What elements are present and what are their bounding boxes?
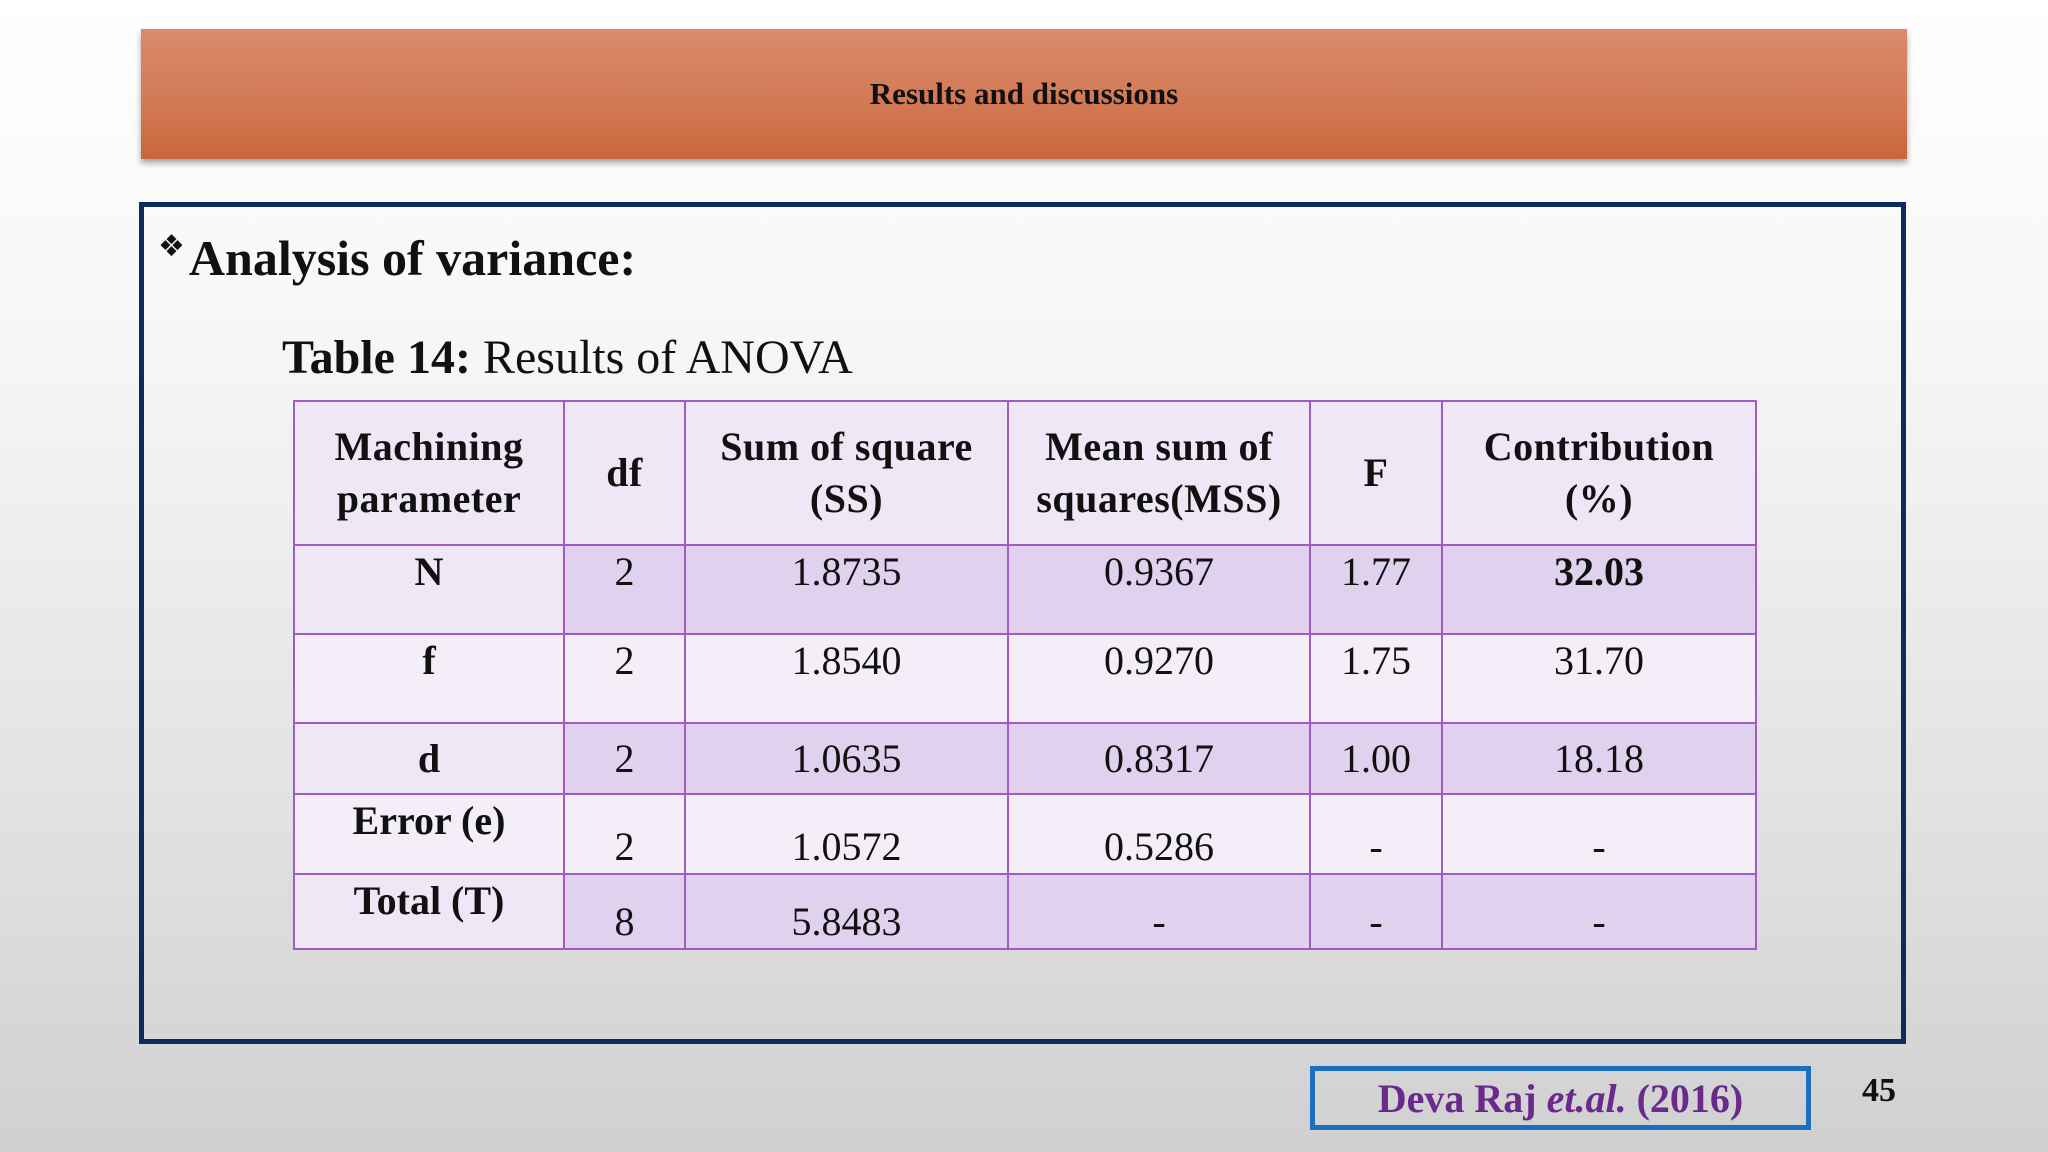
cell-ss: 1.0572 [684,793,1009,875]
cell-mss: 0.8317 [1007,722,1311,795]
cell-df: 2 [563,722,686,795]
cell-f: 1.77 [1309,544,1443,635]
column-header-contribution: Contribution (%) [1441,400,1757,546]
cell-contribution: - [1441,793,1757,875]
anova-table: Machining parameter df Sum of square (SS… [293,400,1757,950]
table-caption-text: Results of ANOVA [470,331,853,384]
content-frame [139,202,1906,1044]
column-header-df: df [563,400,686,546]
slide-title: Results and discussions [869,76,1179,111]
column-header-f: F [1309,400,1443,546]
cell-f: - [1309,873,1443,950]
cell-parameter: d [293,722,565,795]
column-header-ss: Sum of square (SS) [684,400,1009,546]
cell-df: 2 [563,633,686,724]
cell-mss: 0.9270 [1007,633,1311,724]
table-row: f 2 1.8540 0.9270 1.75 31.70 [293,633,1757,724]
cell-parameter: Error (e) [293,793,565,875]
table-row: N 2 1.8735 0.9367 1.77 32.03 [293,544,1757,635]
table-row: d 2 1.0635 0.8317 1.00 18.18 [293,722,1757,795]
cell-f: 1.75 [1309,633,1443,724]
cell-df: 8 [563,873,686,950]
cell-ss: 1.8540 [684,633,1009,724]
table-caption-label: Table 14: [282,331,471,384]
column-header-mss: Mean sum of squares(MSS) [1007,400,1311,546]
citation-year: (2016) [1636,1075,1744,1121]
cell-mss: 0.9367 [1007,544,1311,635]
citation-box: Deva Raj et.al. (2016) [1310,1066,1811,1130]
cell-mss: - [1007,873,1311,950]
header-banner: Results and discussions [141,29,1907,159]
section-heading: ❖ Analysis of variance: [158,226,636,290]
citation-etal: et.al. [1546,1075,1627,1121]
cell-f: 1.00 [1309,722,1443,795]
table-caption: Table 14: Results of ANOVA [282,328,853,388]
cell-parameter: N [293,544,565,635]
cell-contribution: - [1441,873,1757,950]
cell-parameter: f [293,633,565,724]
table-header-row: Machining parameter df Sum of square (SS… [293,400,1757,546]
cell-ss: 1.0635 [684,722,1009,795]
cell-contribution: 18.18 [1441,722,1757,795]
table-row: Total (T) 8 5.8483 - - - [293,873,1757,950]
cell-mss: 0.5286 [1007,793,1311,875]
section-heading-text: Analysis of variance: [188,230,637,286]
page-number: 45 [1862,1072,1896,1109]
cell-contribution: 31.70 [1441,633,1757,724]
cell-ss: 1.8735 [684,544,1009,635]
cell-parameter: Total (T) [293,873,565,950]
cell-df: 2 [563,793,686,875]
cell-ss: 5.8483 [684,873,1009,950]
cell-contribution: 32.03 [1441,544,1757,635]
cell-df: 2 [563,544,686,635]
citation-author: Deva Raj [1377,1075,1537,1121]
column-header-parameter: Machining parameter [293,400,565,546]
table-row: Error (e) 2 1.0572 0.5286 - - [293,793,1757,875]
diamond-four-bullet-icon: ❖ [158,229,185,264]
cell-f: - [1309,793,1443,875]
